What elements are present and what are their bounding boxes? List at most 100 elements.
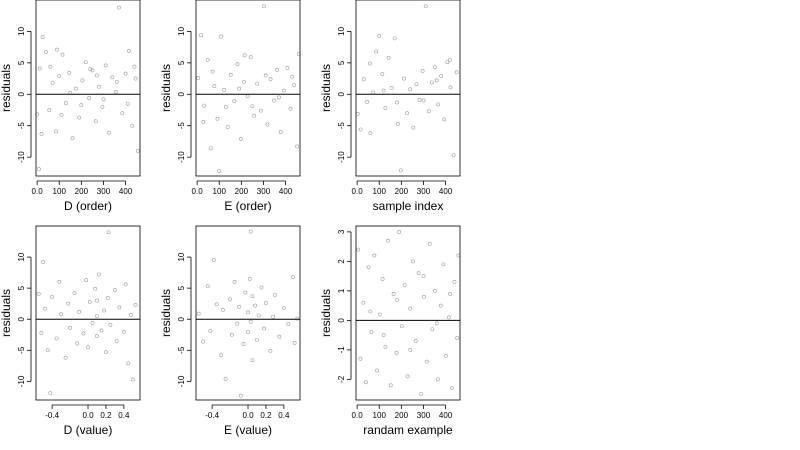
x-tick-label: -0.4 bbox=[45, 411, 59, 420]
data-point bbox=[123, 71, 128, 76]
data-point bbox=[36, 167, 41, 171]
data-point bbox=[229, 332, 234, 337]
data-point bbox=[130, 123, 135, 128]
data-point bbox=[295, 144, 300, 149]
data-point bbox=[215, 116, 220, 121]
data-point bbox=[50, 294, 55, 299]
data-point bbox=[220, 307, 225, 312]
data-point bbox=[394, 350, 399, 355]
x-tick-label: 200 bbox=[235, 187, 249, 196]
data-point bbox=[452, 280, 457, 284]
plot-frame bbox=[195, 225, 301, 401]
data-point bbox=[241, 342, 246, 346]
data-point bbox=[448, 291, 452, 296]
data-point bbox=[201, 339, 206, 344]
data-point bbox=[235, 62, 240, 67]
data-point bbox=[383, 345, 388, 349]
data-point bbox=[438, 303, 443, 308]
y-tick-label: 0 bbox=[177, 92, 186, 97]
x-tick-label: 0.4 bbox=[118, 411, 130, 420]
data-point bbox=[439, 74, 444, 78]
data-point bbox=[444, 353, 448, 358]
data-point bbox=[272, 293, 277, 297]
data-point bbox=[413, 339, 418, 343]
data-point bbox=[429, 80, 434, 85]
y-axis-title: residuals bbox=[159, 64, 173, 112]
data-point bbox=[285, 65, 290, 70]
data-point bbox=[365, 99, 369, 104]
data-point bbox=[250, 358, 255, 363]
x-tick-label: 100 bbox=[213, 187, 227, 196]
data-point bbox=[114, 339, 119, 343]
data-point bbox=[126, 361, 131, 366]
data-point bbox=[39, 330, 44, 335]
x-tick-label: 0.0 bbox=[82, 411, 94, 420]
x-tick-label: 100 bbox=[373, 411, 387, 420]
data-point bbox=[246, 310, 250, 315]
data-point bbox=[79, 103, 84, 107]
data-point bbox=[392, 36, 397, 41]
y-tick-label: -10 bbox=[17, 151, 26, 163]
data-point bbox=[424, 359, 429, 364]
data-point bbox=[402, 76, 406, 81]
data-point bbox=[416, 271, 421, 276]
data-point bbox=[63, 355, 68, 360]
data-point bbox=[93, 119, 98, 124]
data-point bbox=[66, 301, 71, 306]
data-point bbox=[93, 286, 98, 291]
plot-frame bbox=[195, 0, 301, 177]
data-point bbox=[456, 253, 461, 258]
data-point bbox=[100, 104, 105, 109]
data-point bbox=[242, 79, 246, 84]
y-axis-title: residuals bbox=[319, 289, 333, 337]
x-tick-label: 0.0 bbox=[192, 187, 204, 196]
plot-frame bbox=[355, 225, 461, 401]
x-tick-label: 300 bbox=[417, 411, 431, 420]
data-point bbox=[223, 376, 228, 381]
y-tick-label: 10 bbox=[17, 26, 26, 35]
data-point bbox=[95, 314, 99, 319]
data-point bbox=[405, 111, 410, 116]
data-point bbox=[217, 169, 222, 173]
y-tick-label: 5 bbox=[337, 60, 346, 65]
data-point bbox=[112, 288, 117, 292]
data-point bbox=[237, 86, 242, 91]
data-point bbox=[210, 69, 215, 74]
x-tick-label: 200 bbox=[395, 187, 409, 196]
panel-4: -0.4 0.0 0.2 0.4 D (value) -10 -5 0 5 10 residuals bbox=[0, 225, 141, 437]
data-point bbox=[54, 336, 59, 341]
data-point bbox=[358, 356, 363, 361]
y-axis-title: residuals bbox=[0, 289, 13, 337]
data-point bbox=[123, 282, 128, 287]
y-tick-label: -5 bbox=[177, 122, 186, 130]
data-point bbox=[239, 137, 243, 141]
data-point bbox=[255, 337, 259, 342]
data-point bbox=[286, 322, 291, 327]
data-point bbox=[133, 76, 138, 81]
data-point bbox=[421, 274, 426, 279]
y-tick-label: -10 bbox=[177, 375, 186, 387]
x-tick-label: 300 bbox=[257, 187, 271, 196]
x-axis-title: D (value) bbox=[64, 423, 113, 437]
data-point bbox=[361, 77, 366, 82]
data-point bbox=[110, 75, 115, 80]
data-point bbox=[410, 259, 415, 264]
data-point bbox=[391, 291, 396, 296]
data-point bbox=[395, 121, 400, 126]
y-tick-label: 3 bbox=[337, 229, 346, 234]
data-point bbox=[422, 294, 426, 299]
data-point bbox=[448, 57, 452, 62]
data-point bbox=[445, 60, 450, 65]
panel-1: 0.0 100 200 300 400 D (order) -10 -5 0 5 10 residua… bbox=[0, 0, 141, 213]
data-point bbox=[87, 96, 92, 100]
data-point bbox=[219, 353, 224, 358]
data-point bbox=[59, 113, 64, 117]
data-point bbox=[264, 301, 268, 305]
y-axis-title: residuals bbox=[159, 289, 173, 337]
data-point bbox=[448, 85, 453, 90]
data-point bbox=[408, 87, 413, 92]
data-point bbox=[95, 334, 99, 338]
y-tick-label: -2 bbox=[337, 375, 346, 383]
data-point bbox=[265, 122, 270, 127]
